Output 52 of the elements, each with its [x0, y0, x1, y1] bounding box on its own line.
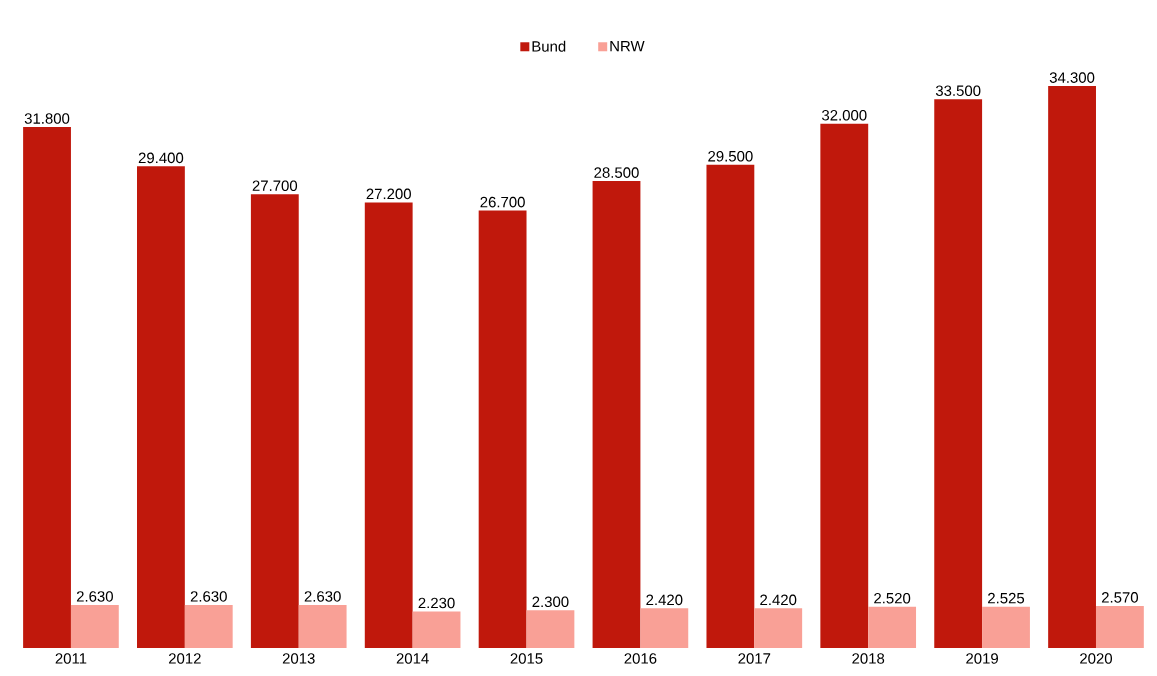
bar [640, 608, 689, 648]
data-label: 27.700 [252, 180, 298, 192]
data-label: 2.230 [418, 597, 455, 609]
data-label: 2.420 [760, 594, 797, 606]
data-label: 2.570 [1101, 592, 1138, 603]
data-label: 2.420 [646, 594, 683, 606]
bar [592, 181, 641, 648]
bar [820, 123, 869, 648]
data-label: 27.200 [366, 188, 411, 200]
x-tick-label: 2017 [738, 653, 771, 664]
bar [1048, 86, 1096, 648]
data-label: 29.500 [708, 150, 753, 162]
data-label: 2.520 [874, 592, 911, 604]
data-label: 34.300 [1049, 72, 1095, 83]
legend-label: Bund [532, 40, 566, 52]
data-label: 2.630 [76, 591, 113, 602]
bar [298, 604, 347, 648]
x-tick-label: 2018 [852, 653, 885, 664]
data-label: 31.800 [24, 113, 70, 124]
bar [868, 606, 917, 648]
x-tick-label: 2016 [624, 653, 657, 664]
data-label: 2.525 [988, 592, 1025, 604]
x-tick-label: 2015 [510, 653, 543, 664]
bar [364, 202, 413, 648]
bar [526, 610, 575, 648]
x-tick-label: 2019 [966, 653, 998, 664]
x-tick-label: 2012 [168, 653, 201, 664]
x-tick-label: 2011 [55, 653, 87, 664]
data-label: 32.000 [821, 109, 867, 121]
x-tick-label: 2014 [396, 653, 429, 664]
data-label: 33.500 [935, 85, 981, 96]
bar [184, 604, 233, 648]
bar [754, 608, 803, 648]
bar [1095, 605, 1144, 648]
bar [706, 164, 755, 648]
data-label: 28.500 [594, 167, 639, 178]
bar [934, 99, 983, 648]
x-tick-label: 2013 [282, 653, 315, 664]
bar [478, 210, 527, 648]
bar [250, 194, 299, 648]
data-label: 29.400 [138, 152, 184, 164]
data-label: 2.630 [190, 591, 227, 602]
bar [23, 127, 71, 648]
legend-label: NRW [610, 41, 645, 52]
bar [412, 611, 461, 648]
bar [982, 606, 1030, 648]
x-tick-label: 2020 [1080, 653, 1113, 664]
bar [70, 604, 119, 648]
data-label: 26.700 [480, 196, 525, 208]
bar [137, 166, 185, 648]
data-label: 2.630 [304, 591, 341, 602]
data-label: 2.300 [532, 596, 569, 608]
